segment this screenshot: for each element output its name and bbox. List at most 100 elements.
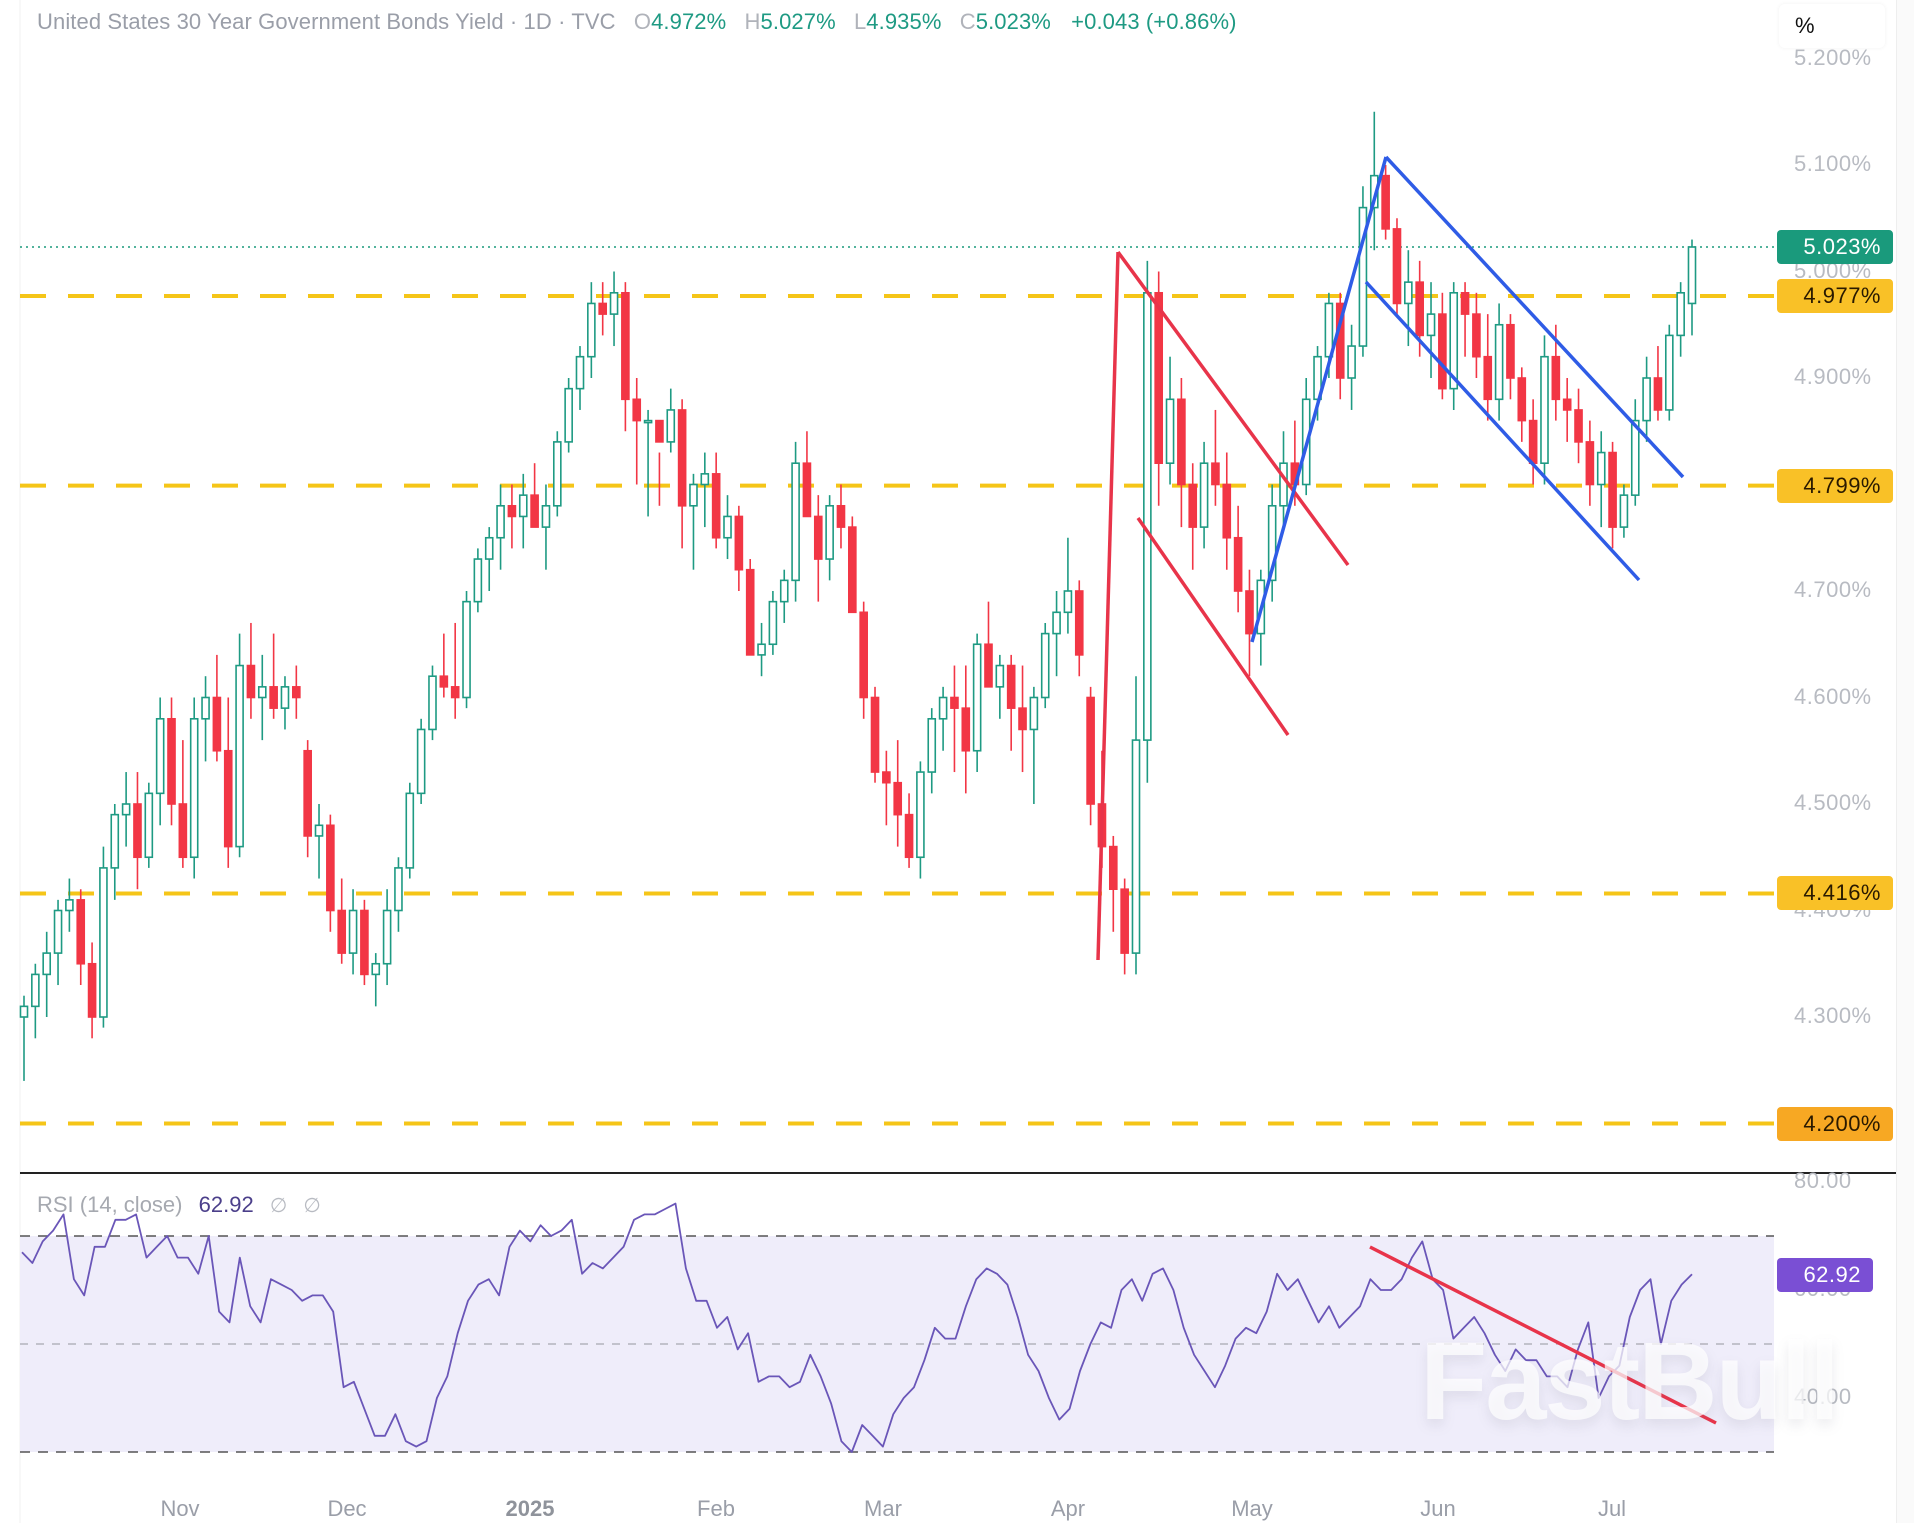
candle-body[interactable] bbox=[484, 536, 494, 560]
candle-body[interactable] bbox=[1426, 313, 1436, 337]
candle-body[interactable] bbox=[1108, 845, 1118, 890]
candle-body[interactable] bbox=[1120, 888, 1129, 954]
candle-body[interactable] bbox=[1596, 451, 1606, 486]
candle-body[interactable] bbox=[1131, 739, 1141, 954]
candle-body[interactable] bbox=[507, 504, 517, 518]
candle-body[interactable] bbox=[1063, 590, 1073, 614]
candle-body[interactable] bbox=[99, 867, 108, 1018]
candle-body[interactable] bbox=[292, 686, 301, 699]
candle-body[interactable] bbox=[825, 504, 834, 560]
visibility-off-icon[interactable]: ∅ bbox=[269, 1195, 288, 1217]
candle-body[interactable] bbox=[1653, 377, 1663, 411]
candle-body[interactable] bbox=[1086, 696, 1095, 805]
candle-body[interactable] bbox=[428, 675, 437, 731]
candle-body[interactable] bbox=[337, 909, 347, 954]
candle-body[interactable] bbox=[462, 600, 471, 699]
candle-body[interactable] bbox=[791, 462, 800, 582]
candle-body[interactable] bbox=[303, 749, 312, 837]
unit-toggle-button[interactable]: % bbox=[1779, 4, 1885, 48]
candle-body[interactable] bbox=[927, 717, 937, 773]
candle-body[interactable] bbox=[1222, 483, 1232, 539]
candle-body[interactable] bbox=[802, 462, 812, 518]
candle-body[interactable] bbox=[1460, 291, 1470, 315]
candle-body[interactable] bbox=[144, 792, 154, 859]
trendline-red-lower[interactable] bbox=[1136, 517, 1290, 736]
candle-body[interactable] bbox=[1608, 451, 1617, 528]
candle-body[interactable] bbox=[768, 600, 778, 646]
candle-body[interactable] bbox=[734, 515, 744, 571]
candle-body[interactable] bbox=[178, 803, 188, 859]
trendline-red-spike[interactable] bbox=[1096, 251, 1120, 961]
candle-body[interactable] bbox=[779, 579, 789, 603]
candle-body[interactable] bbox=[1358, 206, 1368, 347]
candle-body[interactable] bbox=[110, 813, 120, 869]
candle-body[interactable] bbox=[518, 494, 528, 518]
candle-body[interactable] bbox=[813, 515, 823, 560]
candle-body[interactable] bbox=[1642, 377, 1651, 422]
candle-body[interactable] bbox=[1347, 345, 1356, 379]
candle-body[interactable] bbox=[961, 707, 971, 752]
candle-body[interactable] bbox=[1472, 313, 1481, 358]
candle-body[interactable] bbox=[950, 696, 959, 709]
candle-body[interactable] bbox=[1630, 419, 1640, 496]
candle-body[interactable] bbox=[1177, 398, 1186, 486]
candle-body[interactable] bbox=[1006, 664, 1016, 709]
candle-body[interactable] bbox=[326, 824, 335, 912]
trendline-blue-lower[interactable] bbox=[1364, 280, 1641, 582]
candle-body[interactable] bbox=[541, 504, 551, 528]
candle-body[interactable] bbox=[1438, 313, 1447, 390]
candle-body[interactable] bbox=[1506, 323, 1515, 379]
trendline-blue-rise[interactable] bbox=[1250, 156, 1388, 643]
candle-body[interactable] bbox=[246, 664, 256, 699]
candle-body[interactable] bbox=[632, 398, 642, 422]
candle-body[interactable] bbox=[439, 675, 449, 688]
candle-body[interactable] bbox=[1483, 355, 1493, 401]
candle-body[interactable] bbox=[1664, 334, 1674, 411]
candle-body[interactable] bbox=[530, 494, 539, 528]
candle-body[interactable] bbox=[677, 409, 687, 507]
candle-body[interactable] bbox=[53, 909, 63, 954]
candle-body[interactable] bbox=[235, 664, 244, 848]
candle-body[interactable] bbox=[1494, 323, 1504, 401]
candle-body[interactable] bbox=[348, 909, 358, 954]
candle-body[interactable] bbox=[394, 867, 403, 912]
candle-body[interactable] bbox=[1074, 590, 1084, 656]
candle-body[interactable] bbox=[416, 728, 426, 795]
visibility-off-icon[interactable]: ∅ bbox=[303, 1195, 321, 1217]
candle-body[interactable] bbox=[882, 771, 891, 784]
candle-body[interactable] bbox=[19, 1005, 29, 1018]
candle-body[interactable] bbox=[972, 643, 982, 752]
candle-body[interactable] bbox=[1018, 707, 1027, 731]
candle-body[interactable] bbox=[1551, 355, 1561, 401]
candle-body[interactable] bbox=[1279, 462, 1288, 507]
candle-body[interactable] bbox=[269, 686, 278, 709]
candle-body[interactable] bbox=[1687, 246, 1697, 305]
candle-body[interactable] bbox=[938, 696, 948, 720]
candle-body[interactable] bbox=[1154, 291, 1164, 464]
candle-body[interactable] bbox=[1585, 441, 1595, 486]
candle-body[interactable] bbox=[1188, 483, 1198, 528]
candle-body[interactable] bbox=[1517, 377, 1527, 422]
candle-body[interactable] bbox=[609, 291, 619, 315]
candle-body[interactable] bbox=[314, 824, 324, 837]
candle-body[interactable] bbox=[700, 473, 710, 486]
candle-body[interactable] bbox=[1574, 409, 1583, 443]
candle-body[interactable] bbox=[643, 419, 653, 424]
candle-body[interactable] bbox=[189, 717, 199, 859]
candle-body[interactable] bbox=[1381, 174, 1390, 230]
candle-body[interactable] bbox=[621, 291, 630, 401]
candle-body[interactable] bbox=[1143, 291, 1152, 741]
candle-body[interactable] bbox=[1324, 302, 1334, 358]
candle-body[interactable] bbox=[666, 409, 676, 443]
candle-body[interactable] bbox=[450, 686, 460, 699]
candle-body[interactable] bbox=[1404, 281, 1413, 305]
candle-body[interactable] bbox=[984, 643, 993, 688]
candle-body[interactable] bbox=[382, 909, 392, 965]
candle-body[interactable] bbox=[745, 568, 755, 656]
candle-body[interactable] bbox=[473, 558, 483, 603]
candle-body[interactable] bbox=[201, 696, 210, 720]
candle-body[interactable] bbox=[575, 355, 585, 390]
candle-body[interactable] bbox=[1540, 355, 1549, 465]
